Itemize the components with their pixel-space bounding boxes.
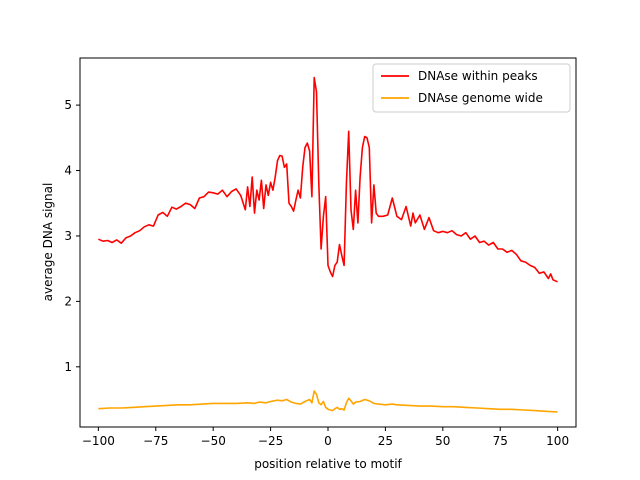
x-tick-label: −75 [143,434,168,448]
x-tick-label: 75 [493,434,508,448]
y-tick-label: 2 [64,294,72,308]
y-tick-label: 4 [64,164,72,178]
x-tick-label: −25 [258,434,283,448]
x-tick-label: −50 [201,434,226,448]
y-tick-label: 1 [64,360,72,374]
legend-box [372,63,571,113]
x-tick-label: 0 [324,434,332,448]
x-tick-label: 100 [546,434,569,448]
x-axis-label: position relative to motif [254,457,402,471]
x-tick-label: −100 [82,434,115,448]
legend: DNAse within peaks DNAse genome wide [372,63,571,113]
series-line-0 [98,76,558,283]
x-tick-label: 50 [435,434,450,448]
y-tick-label: 3 [64,229,72,243]
legend-label-genome-wide: DNAse genome wide [418,91,543,105]
y-axis-label: average DNA signal [41,183,55,302]
series-lines [98,76,558,413]
x-axis-ticks: −100 −75 −50 −25 0 25 50 75 100 [82,427,569,448]
legend-label-within-peaks: DNAse within peaks [418,69,538,83]
y-tick-label: 5 [64,98,72,112]
y-axis-ticks: 1 2 3 4 5 [64,98,80,374]
x-tick-label: 25 [378,434,393,448]
series-line-1 [98,390,558,413]
